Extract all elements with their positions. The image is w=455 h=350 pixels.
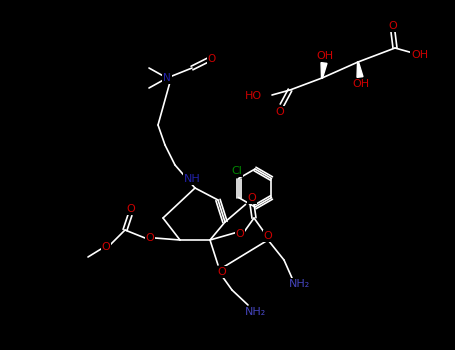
- Text: NH: NH: [184, 174, 200, 184]
- Text: OH: OH: [316, 51, 334, 61]
- Text: N: N: [163, 73, 171, 83]
- Text: NH₂: NH₂: [244, 307, 266, 317]
- Text: O: O: [126, 204, 136, 214]
- Text: HO: HO: [245, 91, 262, 101]
- Text: O: O: [146, 233, 154, 243]
- Text: NH₂: NH₂: [289, 279, 311, 289]
- Text: OH: OH: [411, 50, 429, 60]
- Polygon shape: [321, 63, 327, 78]
- Text: O: O: [101, 242, 111, 252]
- Text: O: O: [208, 54, 216, 64]
- Polygon shape: [357, 62, 363, 77]
- Text: O: O: [389, 21, 397, 31]
- Text: O: O: [248, 193, 256, 203]
- Text: O: O: [263, 231, 273, 241]
- Text: Cl: Cl: [231, 166, 242, 175]
- Text: O: O: [236, 229, 244, 239]
- Text: O: O: [217, 267, 227, 277]
- Text: OH: OH: [353, 79, 369, 89]
- Text: O: O: [276, 107, 284, 117]
